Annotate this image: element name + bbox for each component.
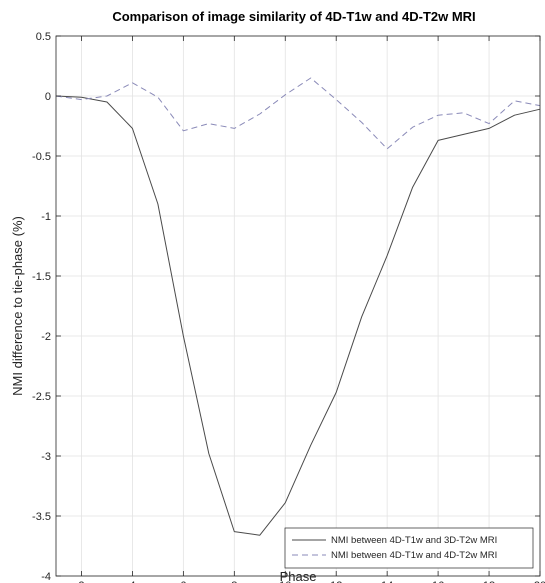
y-axis-label: NMI difference to tie-phase (%) — [10, 216, 25, 396]
ticks: 2 4 6 8 10 12 14 16 18 20 0.5 0 -0.5 -1 -1.5 -2 -2.5 -3 -3… — [32, 31, 545, 583]
x-tick-label: 10 — [279, 580, 291, 583]
plot-area — [56, 36, 540, 576]
y-tick-label: 0 — [45, 91, 51, 103]
legend-label-series-2: NMI between 4D-T1w and 4D-T2w MRI — [331, 550, 497, 561]
chart-title: Comparison of image similarity of 4D-T1w… — [112, 9, 475, 24]
x-tick-label: 8 — [231, 580, 237, 583]
y-tick-label: -1.5 — [32, 271, 51, 283]
y-tick-label: -2 — [41, 331, 51, 343]
y-tick-label: -0.5 — [32, 151, 51, 163]
x-tick-label: 2 — [78, 580, 84, 583]
y-tick-label: -2.5 — [32, 391, 51, 403]
y-tick-label: 0.5 — [36, 31, 51, 43]
legend-label-series-1: NMI between 4D-T1w and 3D-T2w MRI — [331, 535, 497, 546]
x-tick-label: 20 — [534, 580, 545, 583]
x-tick-label: 18 — [483, 580, 495, 583]
x-tick-label: 14 — [381, 580, 393, 583]
legend: NMI between 4D-T1w and 3D-T2w MRI NMI be… — [284, 527, 534, 569]
series-line-1 — [55, 95, 541, 536]
legend-box — [284, 527, 534, 569]
series-line-2 — [55, 77, 541, 150]
y-tick-label: -4 — [41, 571, 51, 583]
y-tick-label: -3 — [41, 451, 51, 463]
series-layer — [55, 77, 541, 536]
plot-frame — [55, 35, 541, 577]
x-tick-label: 6 — [180, 580, 186, 583]
y-tick-label: -3.5 — [32, 511, 51, 523]
y-tick-label: -1 — [41, 211, 51, 223]
x-axis-label: Phase — [280, 569, 317, 583]
x-tick-label: 12 — [330, 580, 342, 583]
x-tick-label: 16 — [432, 580, 444, 583]
x-tick-label: 4 — [129, 580, 135, 583]
